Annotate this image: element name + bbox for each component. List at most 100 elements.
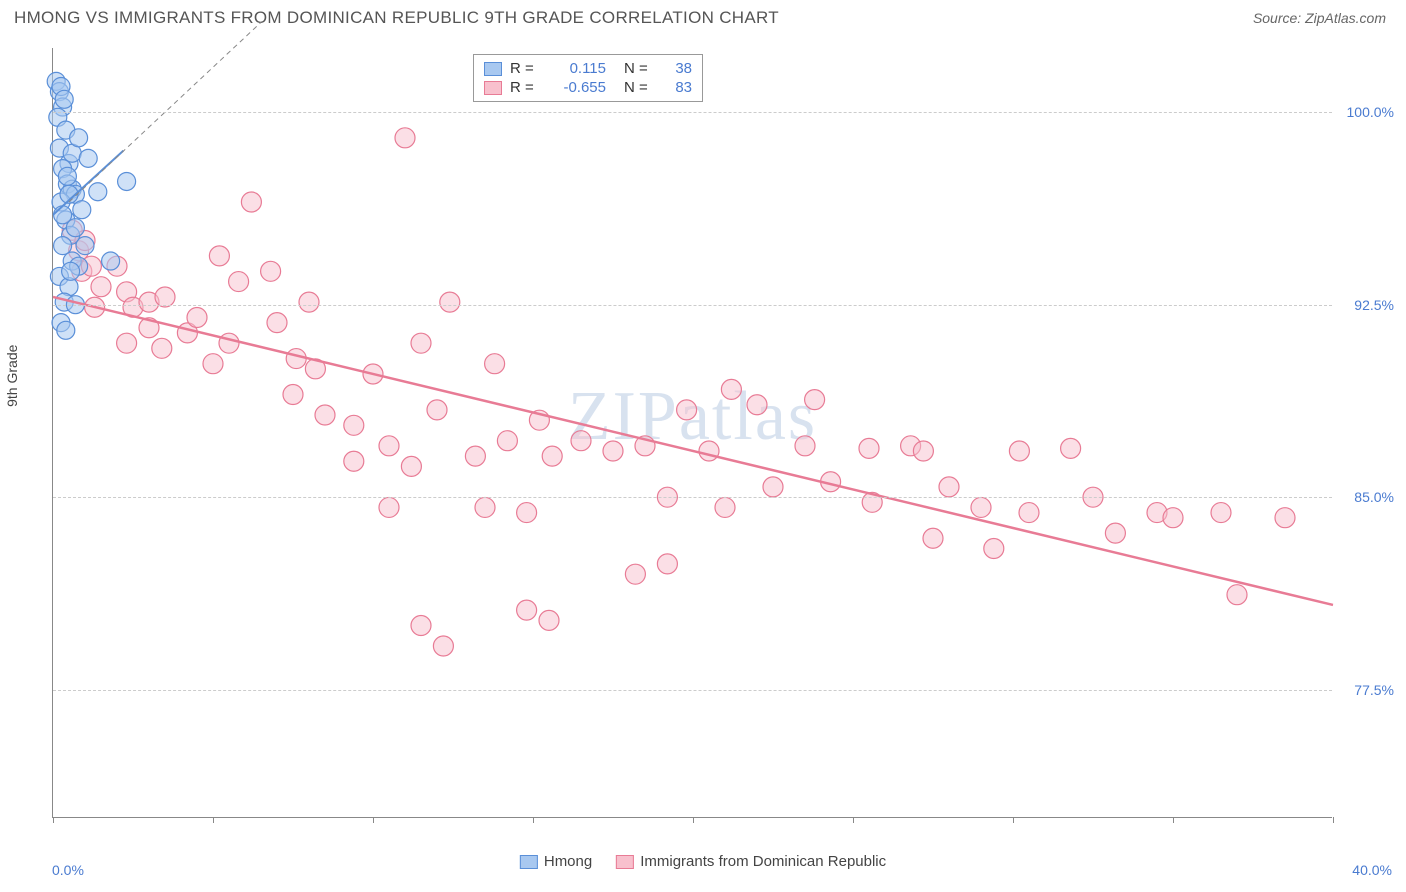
data-point (73, 201, 91, 219)
legend-label: Hmong (544, 853, 592, 870)
gridline-h (53, 497, 1332, 498)
data-point (497, 431, 517, 451)
data-point (747, 395, 767, 415)
data-point (344, 415, 364, 435)
source-attribution: Source: ZipAtlas.com (1253, 10, 1386, 26)
data-point (603, 441, 623, 461)
data-point (1061, 438, 1081, 458)
data-point (913, 441, 933, 461)
legend-label: Immigrants from Dominican Republic (640, 853, 886, 870)
data-point (571, 431, 591, 451)
data-point (715, 497, 735, 517)
data-point (440, 292, 460, 312)
x-tick (1013, 817, 1014, 823)
data-point (923, 528, 943, 548)
x-axis-max-label: 40.0% (1352, 862, 1392, 878)
data-point (1275, 508, 1295, 528)
gridline-h (53, 112, 1332, 113)
data-point (379, 436, 399, 456)
data-point (315, 405, 335, 425)
gridline-h (53, 305, 1332, 306)
legend-item-dominican: Immigrants from Dominican Republic (616, 853, 886, 870)
y-tick-label: 77.5% (1354, 682, 1394, 698)
data-point (118, 172, 136, 190)
scatter-svg (53, 48, 1332, 817)
x-tick (693, 817, 694, 823)
data-point (286, 349, 306, 369)
swatch-pink (616, 855, 634, 869)
data-point (971, 497, 991, 517)
data-point (721, 379, 741, 399)
data-point (79, 149, 97, 167)
legend-n-value: 38 (664, 60, 692, 77)
plot-area: ZIPatlas R = 0.115 N = 38 R = -0.655 N =… (52, 48, 1332, 818)
data-point (54, 237, 72, 255)
data-point (485, 354, 505, 374)
data-point (625, 564, 645, 584)
data-point (427, 400, 447, 420)
data-point (209, 246, 229, 266)
data-point (984, 539, 1004, 559)
legend-row-hmong: R = 0.115 N = 38 (484, 59, 692, 78)
data-point (795, 436, 815, 456)
data-point (203, 354, 223, 374)
x-tick (1173, 817, 1174, 823)
data-point (517, 503, 537, 523)
data-point (517, 600, 537, 620)
data-point (102, 252, 120, 270)
legend-r-value: 0.115 (550, 60, 606, 77)
gridline-h (53, 690, 1332, 691)
data-point (475, 497, 495, 517)
legend-series: Hmong Immigrants from Dominican Republic (520, 853, 886, 870)
legend-r-label: R = (510, 79, 542, 96)
data-point (62, 262, 80, 280)
data-point (219, 333, 239, 353)
legend-n-label: N = (624, 60, 656, 77)
data-point (539, 610, 559, 630)
data-point (859, 438, 879, 458)
data-point (267, 313, 287, 333)
data-point (1019, 503, 1039, 523)
data-point (699, 441, 719, 461)
data-point (395, 128, 415, 148)
data-point (152, 338, 172, 358)
data-point (939, 477, 959, 497)
legend-n-value: 83 (664, 79, 692, 96)
y-tick-label: 100.0% (1347, 104, 1394, 120)
data-point (117, 333, 137, 353)
data-point (1105, 523, 1125, 543)
data-point (283, 385, 303, 405)
data-point (229, 272, 249, 292)
x-axis-min-label: 0.0% (52, 862, 84, 878)
data-point (187, 308, 207, 328)
legend-correlation: R = 0.115 N = 38 R = -0.655 N = 83 (473, 54, 703, 102)
y-axis-title: 9th Grade (4, 345, 20, 407)
legend-row-dominican: R = -0.655 N = 83 (484, 78, 692, 97)
data-point (299, 292, 319, 312)
x-tick (213, 817, 214, 823)
legend-item-hmong: Hmong (520, 853, 592, 870)
legend-n-label: N = (624, 79, 656, 96)
data-point (433, 636, 453, 656)
swatch-blue (520, 855, 538, 869)
x-tick (853, 817, 854, 823)
data-point (55, 90, 73, 108)
data-point (58, 167, 76, 185)
data-point (70, 129, 88, 147)
chart-title: HMONG VS IMMIGRANTS FROM DOMINICAN REPUB… (14, 8, 779, 28)
data-point (379, 497, 399, 517)
legend-r-label: R = (510, 60, 542, 77)
data-point (411, 333, 431, 353)
data-point (344, 451, 364, 471)
swatch-blue (484, 62, 502, 76)
data-point (66, 219, 84, 237)
x-tick (533, 817, 534, 823)
swatch-pink (484, 81, 502, 95)
data-point (241, 192, 261, 212)
trend-line (53, 297, 1333, 605)
data-point (401, 456, 421, 476)
x-tick (373, 817, 374, 823)
data-point (261, 261, 281, 281)
y-tick-label: 92.5% (1354, 297, 1394, 313)
data-point (1211, 503, 1231, 523)
